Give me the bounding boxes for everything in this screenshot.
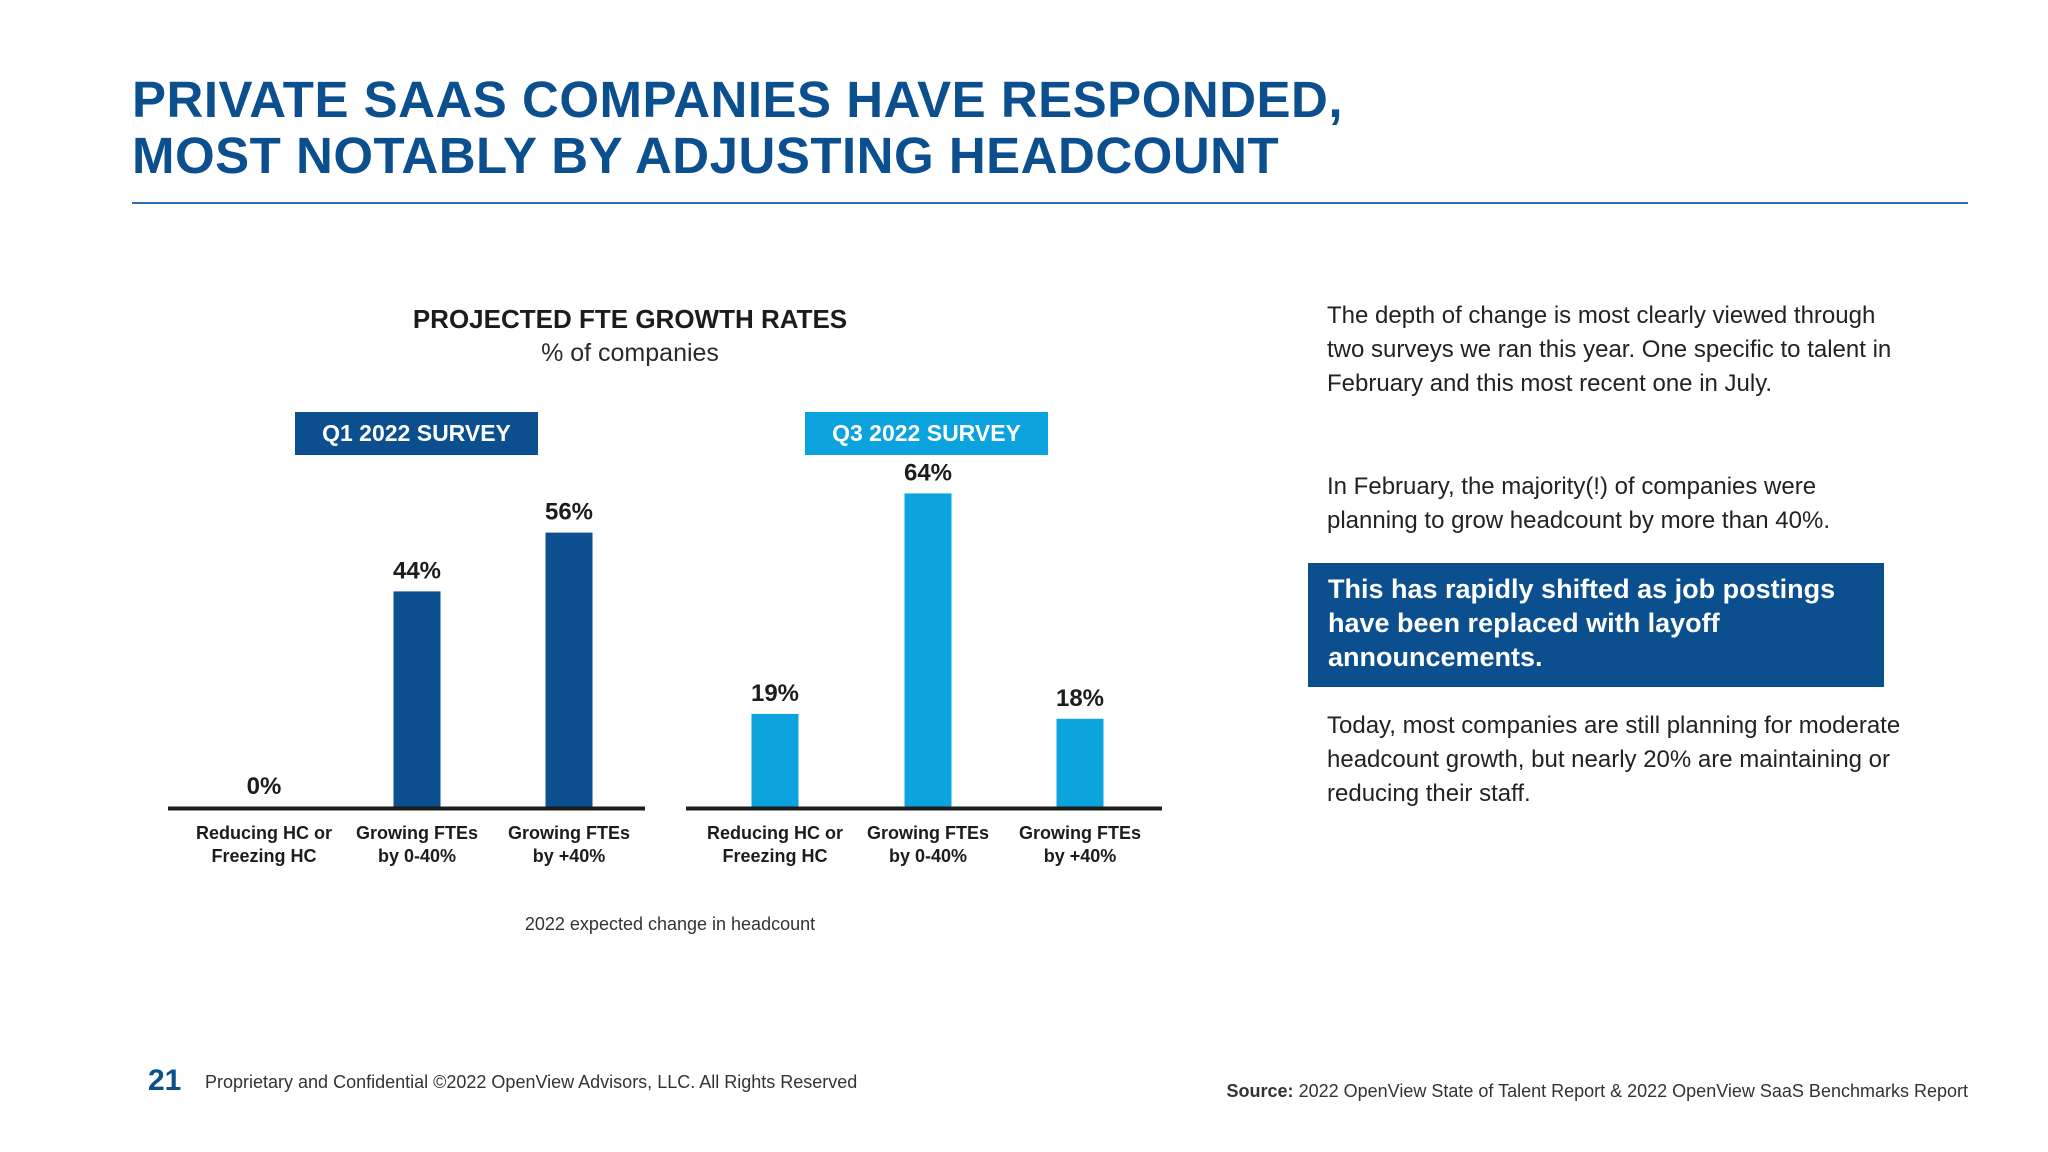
category-label-1-3-line1: Growing FTEs [508, 823, 630, 843]
data-label-2-3: 18% [1056, 685, 1104, 712]
callout-box: This has rapidly shifted as job postings… [1308, 563, 1884, 687]
paragraph-surveys: The depth of change is most clearly view… [1327, 302, 1892, 397]
chart-title: PROJECTED FTE GROWTH RATES [412, 304, 848, 334]
title-line-2: MOST NOTABLY BY ADJUSTING HEADCOUNT [132, 127, 1280, 184]
paragraph-february: In February, the majority(!) of companie… [1327, 473, 1831, 534]
category-label-1-1-line1: Reducing HC or [196, 823, 332, 843]
page-number: 21 [148, 1064, 182, 1097]
category-label-1-3-line2: by +40% [533, 846, 606, 866]
x-axis-caption: 2022 expected change in headcount [524, 914, 816, 934]
paragraph-today: Today, most companies are still planning… [1327, 712, 1901, 807]
callout-text: This has rapidly shifted as job postings… [1328, 574, 1836, 672]
category-label-1-2-line1: Growing FTEs [356, 823, 478, 843]
data-label-1-1: 0% [247, 773, 282, 800]
bar-2-3 [1056, 718, 1104, 807]
category-label-2-3-line1: Growing FTEs [1019, 823, 1141, 843]
data-label-1-3: 56% [545, 499, 593, 526]
chart-subtitle: % of companies [541, 339, 719, 367]
category-label-2-2-line2: by 0-40% [889, 846, 967, 866]
category-label-2-2-line1: Growing FTEs [867, 823, 989, 843]
category-label-1-2-line2: by 0-40% [378, 846, 456, 866]
q1-survey-badge: Q1 2022 SURVEY [295, 412, 538, 455]
category-label-2-3-line2: by +40% [1044, 846, 1117, 866]
source-text: 2022 OpenView State of Talent Report & 2… [1298, 1081, 1968, 1101]
q3-survey-badge: Q3 2022 SURVEY [805, 412, 1048, 455]
bar-1-3 [545, 532, 593, 807]
source-note: Source: 2022 OpenView State of Talent Re… [1227, 1081, 1968, 1102]
footer-copyright: Proprietary and Confidential ©2022 OpenV… [205, 1072, 858, 1092]
bar-2-2 [904, 493, 952, 807]
source-label: Source: [1226, 1081, 1294, 1101]
data-label-1-2: 44% [393, 557, 441, 584]
category-label-1-1-line2: Freezing HC [211, 846, 316, 866]
title-line-1: PRIVATE SAAS COMPANIES HAVE RESPONDED, [132, 71, 1344, 128]
title-divider [132, 202, 1968, 204]
page-title: PRIVATE SAAS COMPANIES HAVE RESPONDED, M… [132, 72, 1832, 184]
data-label-2-1: 19% [751, 680, 799, 707]
bar-1-2 [393, 591, 441, 807]
category-label-2-1-line2: Freezing HC [722, 846, 827, 866]
bar-2-1 [751, 713, 799, 807]
data-label-2-2: 64% [904, 459, 952, 486]
category-label-2-1-line1: Reducing HC or [707, 823, 843, 843]
